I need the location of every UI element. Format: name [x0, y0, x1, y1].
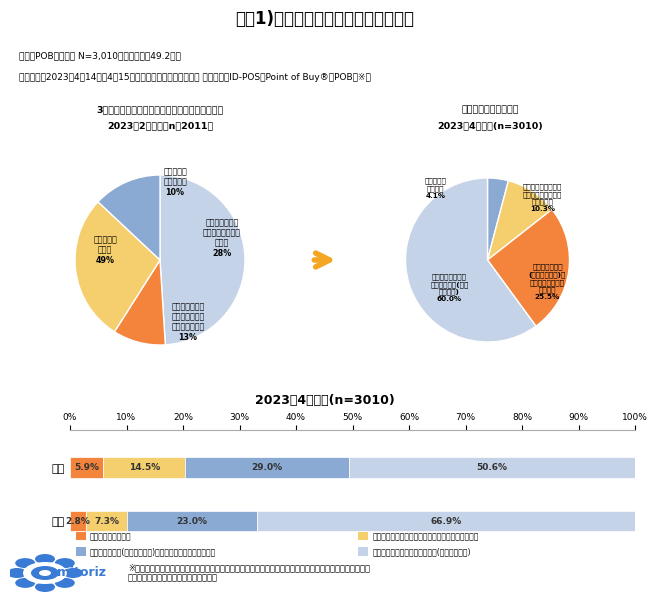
Bar — [75, 532, 86, 540]
Circle shape — [63, 568, 83, 578]
Wedge shape — [98, 175, 160, 260]
Circle shape — [35, 554, 55, 564]
Text: ※全国の消費者から実際に購入したレシートを収集し、ブランドカテゴリごとにレシートを集計したマルチ
プルリテール購買データのデータベース: ※全国の消費者から実際に購入したレシートを収集し、ブランドカテゴリごとにレシート… — [128, 563, 370, 582]
Text: 外出中は常にマスクをしている(食事中は除く): 外出中は常にマスクをしている(食事中は除く) — [372, 548, 471, 557]
Text: 着用することもある
がマスクをしていな
い方が多い
10.3%: 着用することもある がマスクをしていな い方が多い 10.3% — [523, 183, 562, 212]
Circle shape — [15, 558, 35, 568]
Text: 3月のマスク着用緩和後にどのように行動するか: 3月のマスク着用緩和後にどのように行動するか — [96, 106, 224, 115]
Text: 7.3%: 7.3% — [94, 517, 119, 526]
Wedge shape — [488, 181, 552, 260]
Text: 2.8%: 2.8% — [66, 517, 90, 526]
Text: 66.9%: 66.9% — [430, 517, 461, 526]
Text: できれば着用し
続けたいが、周
りの様子を伺う
13%: できれば着用し 続けたいが、周 りの様子を伺う 13% — [172, 302, 205, 342]
Wedge shape — [488, 178, 508, 260]
Text: 外すこともある
(食事中は除く)が
マスクを着用する
方が多い
25.5%: 外すこともある (食事中は除く)が マスクを着用する 方が多い 25.5% — [529, 264, 566, 300]
Bar — [86, 511, 127, 531]
Text: 5.9%: 5.9% — [74, 463, 99, 472]
Circle shape — [35, 582, 55, 592]
Wedge shape — [488, 209, 569, 326]
Text: 調査期間：2023年4月14日〜4月15日　インターネットリサーチ マルチプルID-POS「Point of Buy®（POB）※」: 調査期間：2023年4月14日〜4月15日 インターネットリサーチ マルチプルI… — [20, 74, 371, 83]
Text: 2023年4月調査(n=3010): 2023年4月調査(n=3010) — [255, 394, 395, 406]
Circle shape — [23, 562, 67, 584]
Text: 全国のPOB会員男女 N=3,010人（平均年齢49.2歳）: 全国のPOB会員男女 N=3,010人（平均年齢49.2歳） — [20, 51, 181, 60]
Circle shape — [39, 570, 51, 576]
Circle shape — [55, 578, 75, 588]
Text: できれば外した
いが、周りの様子
を伺う
28%: できれば外した いが、周りの様子 を伺う 28% — [203, 218, 241, 258]
Text: 引き続き着
用する
49%: 引き続き着 用する 49% — [93, 235, 117, 265]
Circle shape — [31, 566, 59, 580]
Wedge shape — [75, 202, 160, 332]
Text: 23.0%: 23.0% — [177, 517, 207, 526]
Text: mitoriz: mitoriz — [57, 566, 107, 579]
Text: 外すこともある(食事中は除く)がマスクを着用する方が多い: 外すこともある(食事中は除く)がマスクを着用する方が多い — [90, 548, 216, 557]
Text: マスクはしていない: マスクはしていない — [90, 532, 131, 541]
Text: マスクはし
ていない
4.1%: マスクはし ていない 4.1% — [424, 177, 447, 198]
Text: 抵抗なくマ
スクを外す
10%: 抵抗なくマ スクを外す 10% — [163, 167, 187, 197]
Bar — [358, 548, 369, 556]
Text: 図表1)直近のマスク着用状況について: 図表1)直近のマスク着用状況について — [235, 10, 415, 28]
Bar — [349, 457, 635, 478]
Text: 14.5%: 14.5% — [129, 463, 160, 472]
Wedge shape — [114, 260, 165, 345]
Bar — [103, 457, 185, 478]
Text: 着用することもあるがマスクをしていない方が多い: 着用することもあるがマスクをしていない方が多い — [372, 532, 478, 541]
Text: 2023年2月調査（n＝2011）: 2023年2月調査（n＝2011） — [107, 121, 213, 130]
Bar — [75, 548, 86, 556]
Circle shape — [7, 568, 27, 578]
Bar — [70, 511, 86, 531]
Text: 直近のマスク着用状況: 直近のマスク着用状況 — [462, 106, 519, 115]
Text: 29.0%: 29.0% — [252, 463, 283, 472]
Bar — [127, 511, 257, 531]
Bar — [257, 511, 635, 531]
Text: 50.6%: 50.6% — [476, 463, 508, 472]
Circle shape — [55, 558, 75, 568]
Wedge shape — [406, 178, 536, 342]
Bar — [70, 457, 103, 478]
Circle shape — [15, 578, 35, 588]
Bar — [358, 532, 369, 540]
Bar — [185, 457, 349, 478]
Wedge shape — [160, 175, 245, 345]
Text: 外出中は常にマス
クをしている(食事
中は除く)
60.0%: 外出中は常にマス クをしている(食事 中は除く) 60.0% — [430, 274, 469, 303]
Text: 2023年4月調査(n=3010): 2023年4月調査(n=3010) — [437, 121, 543, 130]
